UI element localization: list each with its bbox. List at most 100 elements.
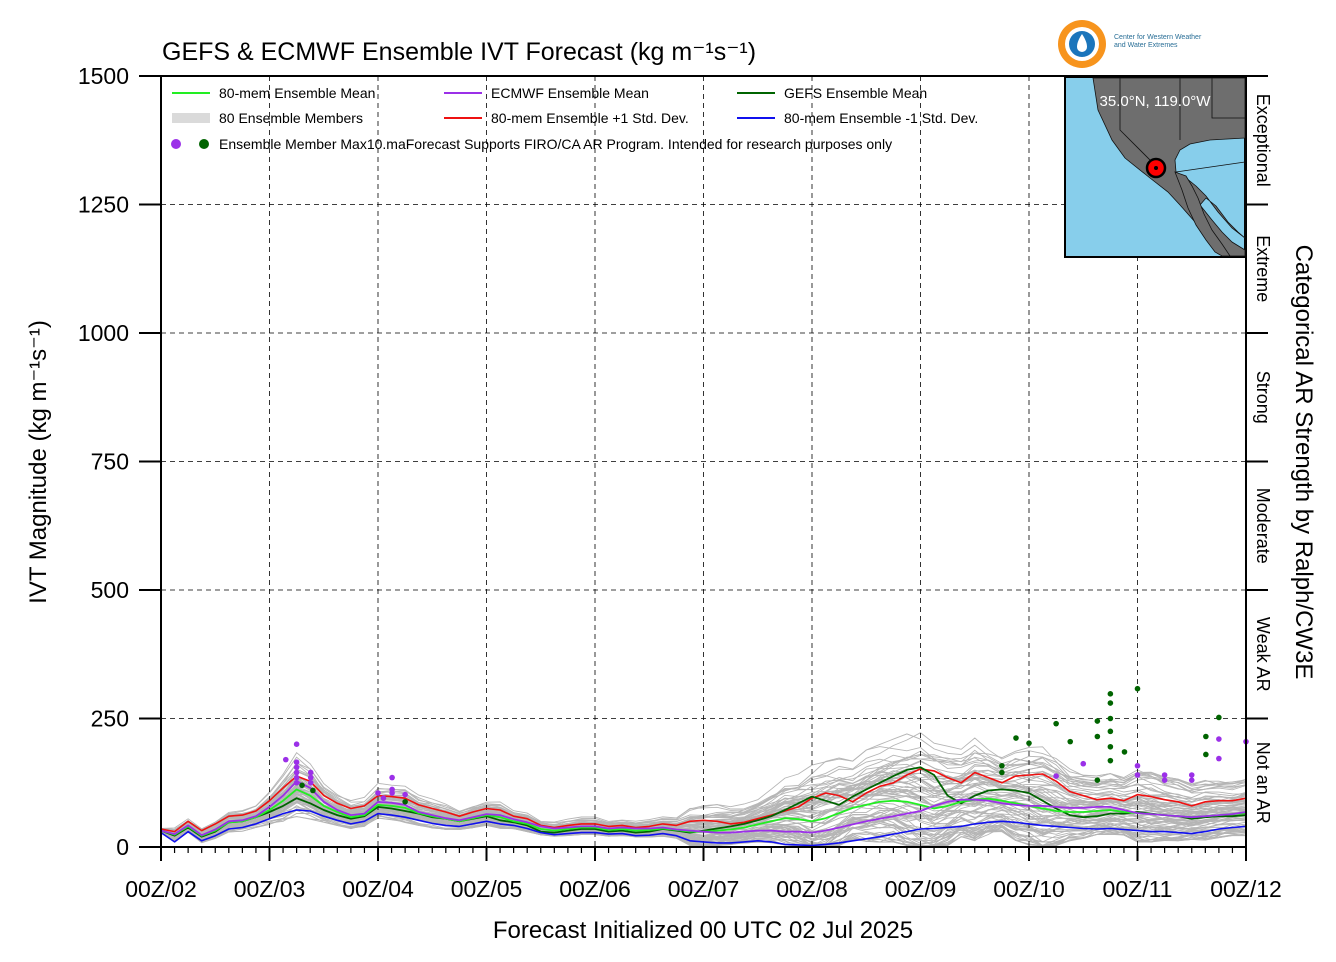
legend-label-0: 80-mem Ensemble Mean bbox=[219, 85, 375, 101]
max-marker-26 bbox=[1080, 760, 1087, 767]
x-tick-label-0: 00Z/02 bbox=[125, 876, 197, 902]
max-marker-43 bbox=[1188, 777, 1195, 783]
max-marker-36 bbox=[1121, 749, 1128, 755]
max-marker-22 bbox=[1026, 740, 1032, 746]
series-line-1 bbox=[160, 766, 1247, 838]
x-tick-label-4: 00Z/06 bbox=[559, 876, 631, 902]
max-marker-16 bbox=[389, 790, 395, 796]
max-marker-29 bbox=[1094, 777, 1101, 783]
cw3e-logo: Center for Western Weather and Water Ext… bbox=[1056, 18, 1256, 74]
inset-borders bbox=[1119, 78, 1246, 173]
max-marker-41 bbox=[1161, 777, 1168, 783]
series-layer bbox=[160, 766, 1247, 847]
max-marker-35 bbox=[1107, 757, 1114, 764]
max-marker-13 bbox=[380, 795, 387, 801]
right-axis-label: Categorical AR Strength by Ralph/CW3E bbox=[1290, 245, 1317, 680]
y-tick-label-0: 0 bbox=[116, 834, 129, 860]
max-marker-8 bbox=[307, 769, 314, 776]
legend: 80-mem Ensemble Mean ECMWF Ensemble Mean G… bbox=[171, 85, 978, 152]
category-axis: Not an AR Weak AR Moderate Strong Extreme Exc… bbox=[1246, 75, 1273, 824]
x-tick-label-9: 00Z/11 bbox=[1103, 876, 1173, 902]
max-marker-37 bbox=[1134, 685, 1141, 692]
x-tick-label-5: 00Z/07 bbox=[668, 876, 740, 902]
x-tick-label-1: 00Z/03 bbox=[234, 876, 306, 902]
legend-label-5: 80-mem Ensemble -1 Std. Dev. bbox=[784, 110, 978, 126]
max-marker-21 bbox=[1013, 735, 1019, 741]
x-axis-label: Forecast Initialized 00 UTC 02 Jul 2025 bbox=[493, 917, 913, 944]
max-marker-34 bbox=[1107, 743, 1114, 750]
x-tick-label-7: 00Z/09 bbox=[885, 876, 957, 902]
legend-marker-gefs bbox=[199, 139, 209, 149]
max-marker-28 bbox=[1094, 733, 1101, 740]
category-label-2: Moderate bbox=[1253, 488, 1273, 564]
max-marker-7 bbox=[299, 782, 305, 789]
max-marker-10 bbox=[307, 779, 314, 786]
inset-land bbox=[1092, 77, 1246, 257]
max-marker-17 bbox=[402, 791, 408, 798]
max-marker-39 bbox=[1134, 772, 1141, 778]
y-axis: 0 250 500 750 1000 1250 1500 bbox=[78, 63, 161, 860]
legend-label-1: ECMWF Ensemble Mean bbox=[491, 85, 649, 101]
x-axis: 00Z/02 00Z/03 00Z/04 00Z/05 00Z/06 00Z/07 00Z/… bbox=[125, 847, 1282, 902]
max-marker-11 bbox=[310, 787, 316, 794]
inset-coordinates: 35.0°N, 119.0°W bbox=[1100, 93, 1212, 110]
max-marker-25 bbox=[1067, 738, 1074, 745]
x-tick-label-3: 00Z/05 bbox=[451, 876, 523, 902]
category-label-4: Extreme bbox=[1253, 235, 1273, 302]
max-marker-20 bbox=[999, 769, 1005, 776]
max-marker-46 bbox=[1216, 714, 1222, 721]
category-label-0: Not an AR bbox=[1253, 742, 1273, 824]
chart-title: GEFS & ECMWF Ensemble IVT Forecast (kg m… bbox=[162, 38, 756, 66]
y-tick-label-1: 250 bbox=[91, 706, 129, 732]
max-marker-3 bbox=[293, 764, 300, 771]
max-marker-33 bbox=[1107, 728, 1114, 735]
x-tick-label-8: 00Z/10 bbox=[993, 876, 1065, 902]
max-marker-40 bbox=[1161, 772, 1168, 778]
category-label-3: Strong bbox=[1253, 371, 1273, 424]
y-axis-label: IVT Magnitude (kg m⁻¹s⁻¹) bbox=[25, 320, 52, 604]
series-line-3 bbox=[160, 780, 1247, 837]
max-marker-30 bbox=[1107, 691, 1114, 697]
max-marker-4 bbox=[293, 769, 300, 776]
max-marker-48 bbox=[1216, 755, 1222, 762]
max-marker-27 bbox=[1094, 718, 1101, 724]
legend-label-4: 80-mem Ensemble +1 Std. Dev. bbox=[491, 110, 689, 126]
series-line-4 bbox=[160, 809, 1247, 847]
max-marker-19 bbox=[999, 762, 1005, 769]
max-marker-6 bbox=[293, 779, 300, 786]
category-label-1: Weak AR bbox=[1253, 617, 1273, 692]
max-marker-2 bbox=[293, 759, 300, 765]
legend-label-3: 80 Ensemble Members bbox=[219, 110, 363, 126]
max-marker-0 bbox=[282, 756, 289, 763]
legend-marker-ecmwf bbox=[171, 139, 181, 149]
y-tick-label-4: 1000 bbox=[78, 320, 129, 346]
cw3e-logo-text: Center for Western Weather and Water Ext… bbox=[1114, 34, 1202, 49]
ensemble-member-line bbox=[160, 779, 1247, 835]
inset-baja bbox=[1174, 171, 1231, 257]
y-tick-label-5: 1250 bbox=[78, 192, 129, 218]
max-marker-14 bbox=[389, 774, 395, 781]
y-tick-label-2: 500 bbox=[91, 577, 129, 603]
y-tick-label-3: 750 bbox=[91, 449, 129, 475]
max-marker-32 bbox=[1107, 715, 1114, 722]
max-marker-38 bbox=[1134, 762, 1141, 769]
y-tick-label-6: 1500 bbox=[78, 63, 129, 89]
location-marker-center bbox=[1154, 166, 1158, 170]
max-marker-18 bbox=[402, 798, 408, 805]
legend-marker-label: Ensemble Member Max10.maForecast Support… bbox=[219, 136, 892, 152]
category-label-5: Exceptional bbox=[1253, 94, 1273, 187]
max-marker-47 bbox=[1216, 736, 1222, 742]
ensemble-member-line bbox=[160, 801, 1246, 843]
max-marker-23 bbox=[1053, 720, 1059, 727]
cw3e-logo-icon bbox=[1058, 20, 1106, 68]
max-marker-44 bbox=[1203, 733, 1209, 740]
location-inset: 35.0°N, 119.0°W bbox=[1064, 76, 1246, 258]
max-marker-42 bbox=[1188, 772, 1195, 778]
series-line-0 bbox=[160, 768, 1247, 833]
x-tick-label-2: 00Z/04 bbox=[342, 876, 414, 902]
max-marker-5 bbox=[293, 774, 300, 781]
max-marker-24 bbox=[1053, 773, 1059, 779]
max-marker-12 bbox=[375, 790, 381, 796]
max-marker-9 bbox=[307, 774, 314, 781]
